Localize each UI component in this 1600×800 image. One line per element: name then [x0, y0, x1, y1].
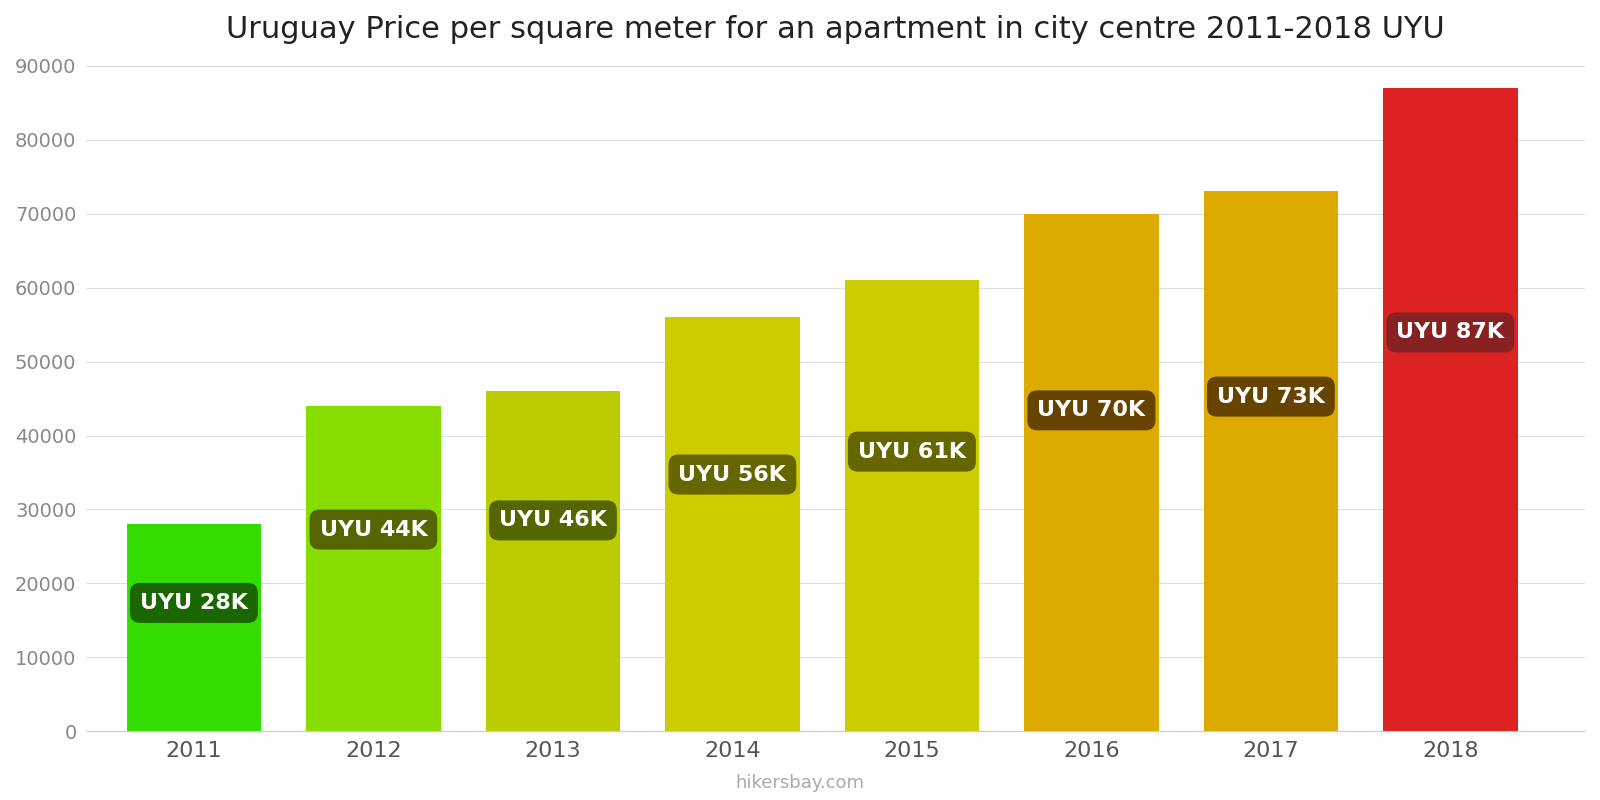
Text: UYU 56K: UYU 56K: [678, 465, 786, 485]
Bar: [126, 524, 261, 731]
Bar: [1203, 191, 1338, 731]
Text: UYU 87K: UYU 87K: [1397, 322, 1504, 342]
Text: hikersbay.com: hikersbay.com: [736, 774, 864, 792]
Bar: [485, 391, 621, 731]
Text: UYU 70K: UYU 70K: [1037, 400, 1146, 420]
Bar: [845, 280, 979, 731]
Text: UYU 73K: UYU 73K: [1218, 386, 1325, 406]
Title: Uruguay Price per square meter for an apartment in city centre 2011-2018 UYU: Uruguay Price per square meter for an ap…: [226, 15, 1445, 44]
Text: UYU 61K: UYU 61K: [858, 442, 966, 462]
Bar: [1024, 214, 1158, 731]
Bar: [1382, 88, 1518, 731]
Bar: [306, 406, 440, 731]
Bar: [666, 317, 800, 731]
Text: UYU 46K: UYU 46K: [499, 510, 606, 530]
Text: UYU 28K: UYU 28K: [139, 593, 248, 613]
Text: UYU 44K: UYU 44K: [320, 519, 427, 539]
